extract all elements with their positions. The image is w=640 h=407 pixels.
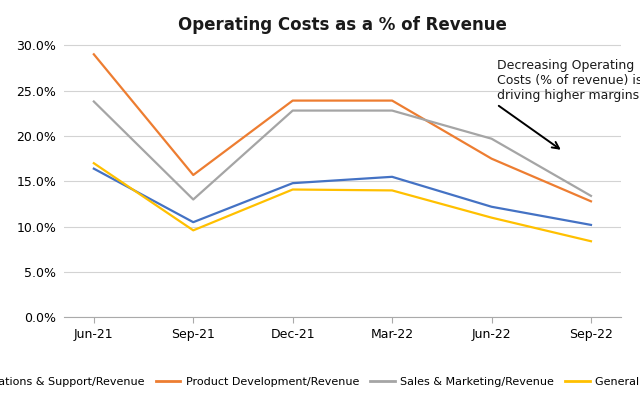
Title: Operating Costs as a % of Revenue: Operating Costs as a % of Revenue xyxy=(178,15,507,34)
Legend: Operations & Support/Revenue, Product Development/Revenue, Sales & Marketing/Rev: Operations & Support/Revenue, Product De… xyxy=(0,373,640,392)
Text: Decreasing Operating
Costs (% of revenue) is
driving higher margins: Decreasing Operating Costs (% of revenue… xyxy=(497,59,640,102)
